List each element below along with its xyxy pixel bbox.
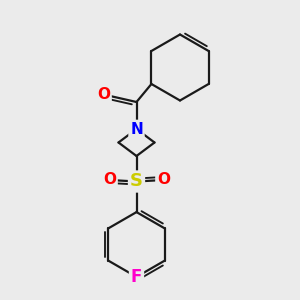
Text: S: S <box>130 172 143 190</box>
Text: N: N <box>130 122 143 136</box>
Text: O: O <box>157 172 170 188</box>
Text: O: O <box>97 87 110 102</box>
Text: F: F <box>131 268 142 286</box>
Text: O: O <box>103 172 116 188</box>
